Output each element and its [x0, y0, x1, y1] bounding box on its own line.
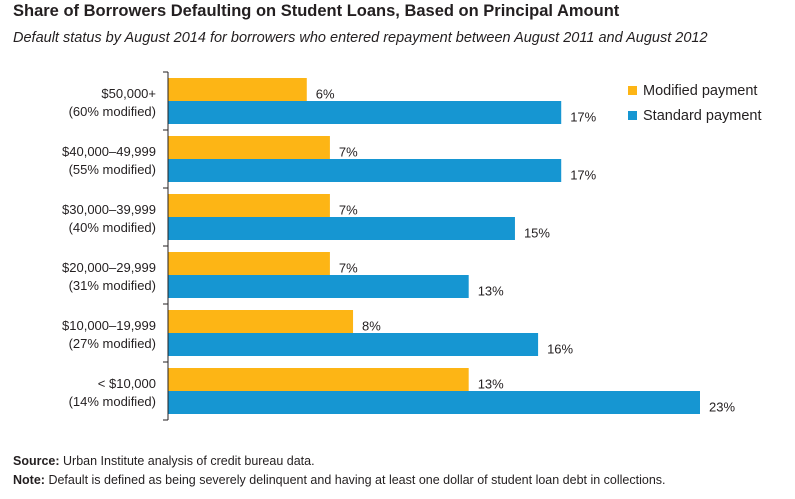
bar-modified-3: [168, 252, 330, 275]
value-label-standard-3: 13%: [478, 284, 504, 299]
value-label-standard-1: 17%: [570, 168, 596, 183]
note-line: Note: Default is defined as being severe…: [13, 471, 666, 490]
legend-item-standard: Standard payment: [628, 103, 762, 128]
bar-modified-0: [168, 78, 307, 101]
bar-standard-0: [168, 101, 562, 124]
legend-label-modified: Modified payment: [643, 82, 758, 99]
bar-modified-4: [168, 310, 354, 333]
chart-title: Share of Borrowers Defaulting on Student…: [13, 2, 620, 20]
chart-legend: Modified payment Standard payment: [628, 78, 762, 128]
value-label-modified-1: 7%: [339, 145, 358, 160]
category-label-0: $50,000+: [101, 86, 156, 101]
legend-label-standard: Standard payment: [643, 107, 762, 124]
source-line: Source: Urban Institute analysis of cred…: [13, 452, 666, 471]
source-text: Urban Institute analysis of credit burea…: [63, 454, 315, 468]
category-label-1: $40,000–49,999: [62, 144, 156, 159]
bar-standard-2: [168, 217, 515, 240]
value-label-modified-3: 7%: [339, 261, 358, 276]
category-label-3: $20,000–29,999: [62, 260, 156, 275]
note-label: Note:: [13, 473, 45, 487]
legend-swatch-standard: [628, 111, 637, 120]
category-sublabel-4: (27% modified): [69, 336, 156, 351]
legend-item-modified: Modified payment: [628, 78, 762, 103]
category-label-2: $30,000–39,999: [62, 202, 156, 217]
value-label-standard-5: 23%: [709, 400, 735, 415]
bar-standard-1: [168, 159, 562, 182]
value-label-standard-2: 15%: [524, 226, 550, 241]
value-label-modified-0: 6%: [316, 87, 335, 102]
bar-chart: 6% 17% $50,000+ (60% modified) 7% 17% $40,000–…: [62, 71, 735, 421]
value-label-modified-5: 13%: [478, 377, 504, 392]
legend-swatch-modified: [628, 86, 637, 95]
bar-standard-4: [168, 333, 539, 356]
category-label-4: $10,000–19,999: [62, 318, 156, 333]
category-sublabel-2: (40% modified): [69, 220, 156, 235]
category-sublabel-5: (14% modified): [69, 394, 156, 409]
chart-subtitle: Default status by August 2014 for borrow…: [13, 30, 708, 46]
chart-notes: Source: Urban Institute analysis of cred…: [13, 452, 666, 490]
bar-modified-2: [168, 194, 330, 217]
bar-modified-5: [168, 368, 469, 391]
value-label-modified-4: 8%: [362, 319, 381, 334]
bar-standard-3: [168, 275, 469, 298]
value-label-modified-2: 7%: [339, 203, 358, 218]
bar-standard-5: [168, 391, 700, 414]
category-sublabel-0: (60% modified): [69, 104, 156, 119]
value-label-standard-0: 17%: [570, 110, 596, 125]
category-sublabel-3: (31% modified): [69, 278, 156, 293]
source-label: Source:: [13, 454, 60, 468]
category-label-5: < $10,000: [98, 376, 156, 391]
value-label-standard-4: 16%: [547, 342, 573, 357]
bar-modified-1: [168, 136, 330, 159]
note-text: Default is defined as being severely del…: [48, 473, 666, 487]
category-sublabel-1: (55% modified): [69, 162, 156, 177]
